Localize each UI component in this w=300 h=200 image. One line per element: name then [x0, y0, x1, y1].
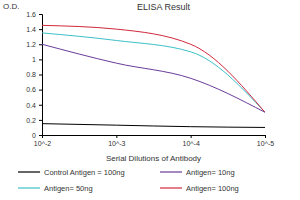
- x-tick-mark: [116, 135, 117, 138]
- legend-label: Antigen= 50ng: [44, 184, 93, 193]
- plot: 00.20.40.60.811.21.41.610^-210^-310^-410…: [26, 11, 274, 147]
- y-tick-mark: [39, 135, 42, 136]
- series-line: [42, 124, 265, 128]
- x-tick-mark: [191, 135, 192, 138]
- legend: Control Antigen = 100ng Antigen= 10ng Anti…: [18, 168, 239, 193]
- y-tick: 1.2: [26, 41, 42, 48]
- y-tick-mark: [39, 59, 42, 60]
- x-tick: 10^-5: [257, 135, 274, 147]
- legend-swatch: [160, 171, 182, 172]
- x-tick-mark: [42, 135, 43, 138]
- x-tick-label: 10^-3: [108, 140, 125, 147]
- series-line: [42, 25, 265, 112]
- y-tick-label: 0.6: [26, 86, 36, 93]
- y-tick-label: 0.8: [26, 71, 36, 78]
- y-axis-title: O.D.: [3, 2, 19, 11]
- x-tick-label: 10^-5: [257, 140, 274, 147]
- y-tick: 1.4: [26, 26, 42, 33]
- y-tick: 0.2: [26, 117, 42, 124]
- y-tick-mark: [39, 44, 42, 45]
- legend-swatch: [160, 187, 182, 188]
- y-tick-mark: [39, 90, 42, 91]
- y-tick-mark: [39, 29, 42, 30]
- legend-item: Antigen= 100ng: [160, 184, 239, 193]
- legend-label: Control Antigen = 100ng: [44, 168, 125, 177]
- legend-swatch: [18, 171, 40, 172]
- x-tick-label: 10^-4: [183, 140, 200, 147]
- x-tick-mark: [265, 135, 266, 138]
- y-tick: 0.8: [26, 71, 42, 78]
- y-tick-mark: [39, 105, 42, 106]
- chart: 00.20.40.60.811.21.41.610^-210^-310^-410…: [0, 0, 300, 200]
- y-tick-label: 1.2: [26, 41, 36, 48]
- y-tick-label: 0: [32, 132, 36, 139]
- x-tick-label: 10^-2: [34, 140, 51, 147]
- legend-label: Antigen= 10ng: [186, 168, 235, 177]
- series-line: [42, 33, 265, 112]
- x-axis-line: [43, 136, 266, 139]
- y-tick-mark: [39, 14, 42, 15]
- y-tick: 0.6: [26, 86, 42, 93]
- legend-item: Antigen= 50ng: [18, 184, 93, 193]
- x-tick: 10^-2: [34, 135, 51, 147]
- x-axis: 10^-2 10^-3 10^-4 10^-5: [34, 135, 274, 147]
- legend-swatch: [18, 187, 40, 188]
- y-tick-label: 1.6: [26, 11, 36, 18]
- lines: [42, 25, 265, 127]
- y-axis-line: [39, 15, 43, 136]
- y-tick-label: 1: [32, 56, 36, 63]
- y-tick-label: 0.4: [26, 101, 36, 108]
- y-tick-label: 1.4: [26, 26, 36, 33]
- y-axis: 0 0.2 0.4 0.6 0.8 1 1.2 1.4 1.6: [26, 11, 42, 139]
- title: ELISA Result: [137, 2, 191, 12]
- x-tick: 10^-3: [108, 135, 125, 147]
- y-tick: 0: [32, 132, 42, 139]
- legend-item: Antigen= 10ng: [160, 168, 235, 177]
- y-tick-label: 0.2: [26, 117, 36, 124]
- y-tick-mark: [39, 120, 42, 121]
- y-tick-mark: [39, 75, 42, 76]
- legend-label: Antigen= 100ng: [186, 184, 239, 193]
- legend-item: Control Antigen = 100ng: [18, 168, 125, 177]
- x-axis-title: Serial Dilutions of Antibody: [106, 154, 201, 163]
- x-tick: 10^-4: [183, 135, 200, 147]
- y-tick: 1.6: [26, 11, 42, 18]
- y-tick: 1: [32, 56, 42, 63]
- y-tick: 0.4: [26, 101, 42, 108]
